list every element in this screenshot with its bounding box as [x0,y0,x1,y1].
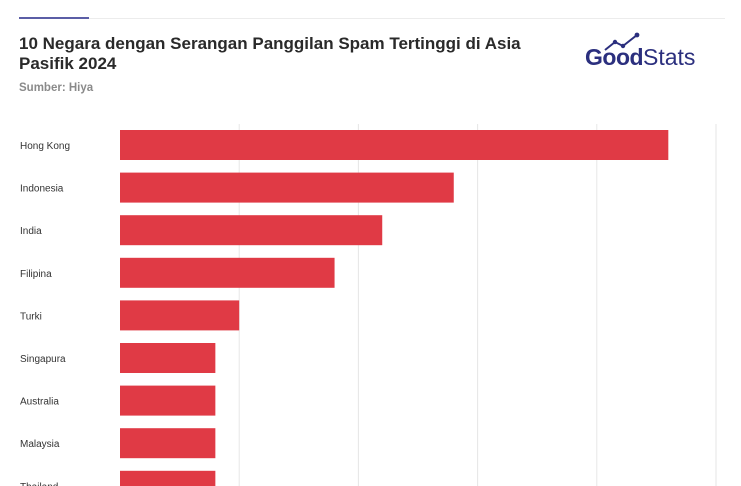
bar [120,300,240,331]
category-label: Filipina [20,269,52,280]
chart-title: 10 Negara dengan Serangan Panggilan Spam… [19,34,521,73]
goodstats-logo: Good Stats [585,32,725,74]
category-label: Thailand [20,482,58,486]
category-label: Singapura [20,354,66,365]
trend-up-icon [604,32,640,51]
bar [120,215,383,246]
bar [120,470,216,486]
category-label: Indonesia [20,184,64,195]
category-label: India [20,226,42,237]
bar [120,343,216,373]
bar [120,130,669,160]
bar [120,385,216,416]
logo-text-good: Good [585,44,644,70]
category-label: Malaysia [20,439,60,450]
header-divider [89,18,725,19]
bar [120,428,216,459]
bar [120,257,335,288]
chart-source: Sumber: Hiya [19,82,94,94]
category-label: Hong Kong [20,141,70,152]
category-label: Australia [20,397,59,408]
logo-text-stats: Stats [643,44,696,70]
category-label: Turki [20,311,42,322]
bar [120,172,454,203]
header-accent-line [19,17,89,19]
